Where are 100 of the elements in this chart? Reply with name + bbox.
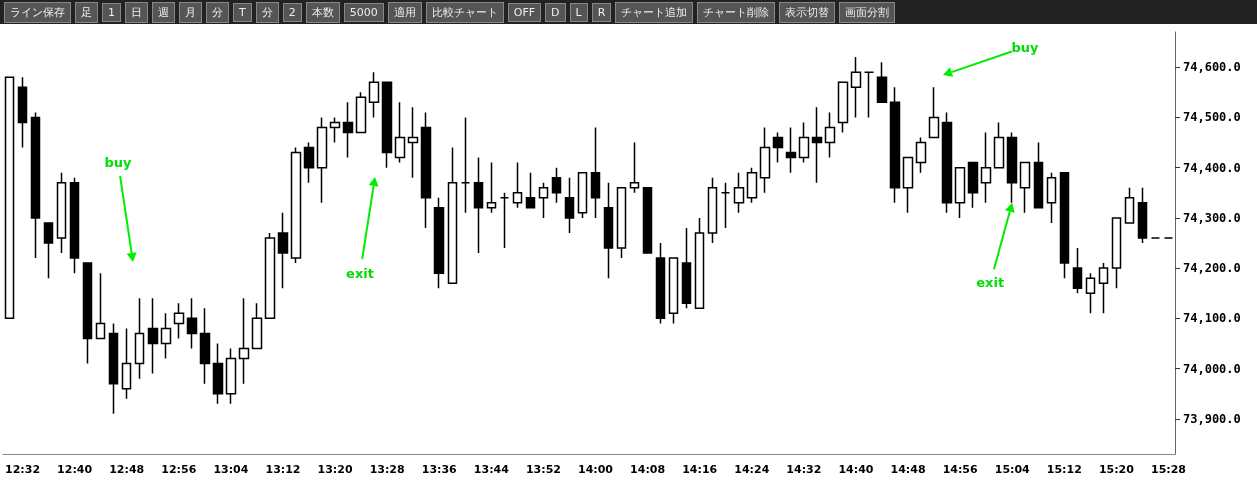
- candlestick: [342, 101, 354, 159]
- candlestick: [1059, 171, 1070, 279]
- candlestick: [329, 116, 341, 144]
- y-tick-label: 74,600.0: [1183, 60, 1241, 75]
- toolbar: ライン保存 足 1 日 週 月 分 T 分 2 本数 5000 適用 比較チャート OFF D L R チャート追加 チャート削除 表示切替 画面分割: [0, 0, 1257, 24]
- candlestick: [785, 126, 797, 174]
- candlestick: [95, 272, 106, 340]
- candlestick: [629, 141, 640, 194]
- candlestick: [290, 146, 302, 264]
- candlestick: [238, 297, 250, 385]
- candlestick: [43, 222, 54, 279]
- candlestick: [420, 111, 432, 229]
- candlestick: [460, 116, 471, 214]
- candlestick: [902, 156, 914, 214]
- candlestick: [694, 217, 705, 310]
- x-tick-label: 14:16: [682, 463, 718, 476]
- x-tick-label: 15:12: [1046, 463, 1082, 476]
- candlestick: [212, 342, 224, 405]
- candlestick: [837, 81, 849, 134]
- candlestick: [993, 121, 1005, 169]
- candlestick: [30, 111, 41, 259]
- y-tick-label: 74,400.0: [1183, 160, 1241, 175]
- candlestick: [954, 166, 966, 219]
- x-tick-label: 12:48: [109, 463, 145, 476]
- candlestick: [486, 161, 497, 214]
- candlestick: [720, 181, 731, 229]
- candlestick: [1111, 217, 1122, 289]
- candlestick: [889, 86, 901, 204]
- x-tick-label: 13:28: [369, 463, 405, 476]
- y-tick-label: 74,100.0: [1183, 311, 1241, 326]
- candlestick: [264, 232, 276, 320]
- candlestick: [642, 186, 653, 254]
- candlestick: [1085, 272, 1096, 315]
- candlestick: [1019, 161, 1031, 214]
- x-tick-label: 13:52: [525, 463, 561, 476]
- candlestick: [173, 302, 185, 340]
- candlestick: [538, 181, 549, 219]
- candlestick: [928, 86, 940, 139]
- candlestick: [225, 347, 237, 405]
- x-tick-label: 12:40: [57, 463, 93, 476]
- annotation: buy: [104, 154, 133, 170]
- x-tick-label: 14:32: [786, 463, 822, 476]
- y-tick-label: 74,300.0: [1183, 210, 1241, 225]
- candlestick: [707, 176, 718, 244]
- candlestick: [108, 322, 119, 415]
- x-tick-label: 14:56: [942, 463, 978, 476]
- x-tick-label: 12:56: [161, 463, 197, 476]
- candlestick: [1137, 186, 1148, 244]
- x-tick-label: 13:04: [213, 463, 249, 476]
- candlestick: [1033, 141, 1044, 209]
- candlestick: [603, 181, 614, 279]
- candlestick: [368, 71, 380, 119]
- x-tick-label: 14:00: [578, 463, 614, 476]
- candlestick: [277, 212, 289, 289]
- annotation: exit: [346, 265, 374, 281]
- candlestick: [863, 71, 875, 119]
- candlestick: [824, 111, 836, 159]
- candlestick: [967, 161, 979, 209]
- y-tick-label: 74,000.0: [1183, 361, 1241, 376]
- candlestick: [447, 146, 458, 284]
- candlestick: [577, 171, 588, 219]
- candlestick: [303, 141, 315, 184]
- candlestick: [17, 76, 28, 149]
- candlestick: [199, 307, 211, 385]
- candlestick: [733, 171, 745, 214]
- candlestick: [850, 56, 862, 119]
- annotation: exit: [976, 275, 1005, 291]
- x-tick-label: 15:28: [1150, 463, 1186, 476]
- y-tick-label: 74,500.0: [1183, 110, 1241, 125]
- candlestick: [564, 176, 575, 234]
- candlestick: [56, 171, 67, 254]
- candlestick: [160, 312, 172, 360]
- x-tick-label: 14:08: [630, 463, 666, 476]
- candlestick: [186, 297, 198, 350]
- candlestick: [1046, 171, 1057, 224]
- candlestick: [980, 131, 992, 204]
- x-tick-label: 14:40: [838, 463, 874, 476]
- candlestick: [876, 61, 888, 104]
- x-tick-label: 13:36: [421, 463, 458, 476]
- x-tick-label: 14:48: [890, 463, 926, 476]
- candlestick: [82, 262, 93, 365]
- candlestick: [772, 131, 784, 164]
- candlestick: [1098, 262, 1109, 315]
- candlestick: [616, 186, 627, 259]
- x-tick-label: 15:04: [994, 463, 1031, 476]
- x-tick-label: 13:44: [473, 463, 510, 476]
- candlestick: [1124, 186, 1135, 224]
- candlestick: [746, 166, 758, 204]
- candlestick: [512, 161, 523, 209]
- candlestick: [655, 242, 666, 325]
- candlestick: [915, 136, 927, 174]
- candlestick: [1006, 131, 1018, 204]
- x-tick-label: 13:20: [317, 463, 353, 476]
- candlestick: [499, 192, 510, 249]
- candlestick: [4, 76, 15, 320]
- candlestick: [551, 166, 562, 204]
- candlestick: [811, 106, 823, 184]
- y-tick-label: 73,900.0: [1183, 411, 1241, 426]
- candlestick: [668, 257, 679, 325]
- candlestick: [473, 156, 484, 254]
